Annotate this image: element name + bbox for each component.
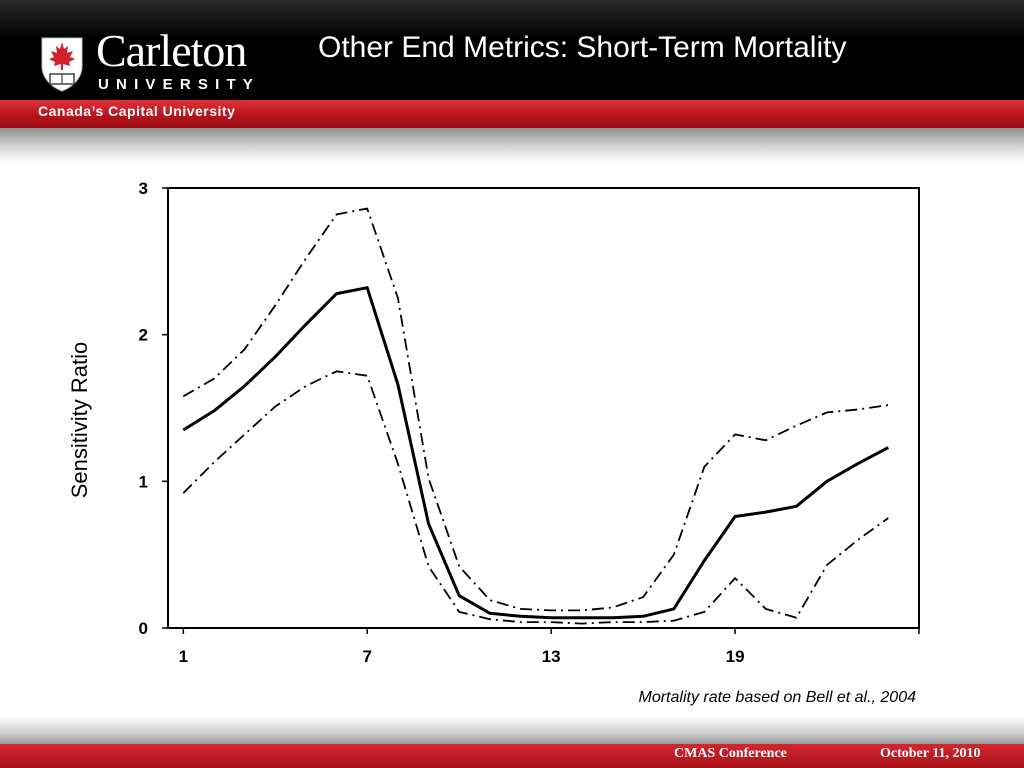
series-line-main: [182, 286, 889, 620]
x-tick-label: 7: [363, 647, 372, 666]
series-line-lower-bound: [182, 370, 889, 625]
series-line-upper-bound: [182, 207, 889, 612]
y-tick-label: 0: [139, 619, 148, 638]
x-tick-label: 13: [542, 647, 561, 666]
y-tick-label: 1: [139, 472, 148, 491]
y-axis-label: Sensitivity Ratio: [67, 341, 92, 499]
x-tick-label: 1: [179, 647, 188, 666]
header-bar: [0, 0, 1024, 100]
logo-subtitle: UNIVERSITY: [98, 76, 261, 93]
header-red-band: [0, 100, 1024, 128]
y-tick-label: 3: [139, 179, 148, 198]
footer-conference: CMAS Conference: [674, 746, 787, 761]
footer-bar: [0, 744, 1024, 768]
y-tick-label: 2: [139, 326, 148, 345]
logo-wordmark: Carleton: [96, 25, 247, 76]
maple-leaf-shield-icon: [41, 37, 83, 92]
x-tick-label: 19: [726, 647, 745, 666]
footer-gradient: [0, 716, 1024, 744]
source-note: Mortality rate based on Bell et al., 200…: [638, 689, 917, 706]
footer-date: October 11, 2010: [880, 746, 981, 761]
tagline: Canada’s Capital University: [38, 103, 236, 119]
slide-title: Other End Metrics: Short-Term Mortality: [318, 31, 847, 64]
plot-frame: [167, 187, 920, 629]
header-gradient: [0, 128, 1024, 162]
